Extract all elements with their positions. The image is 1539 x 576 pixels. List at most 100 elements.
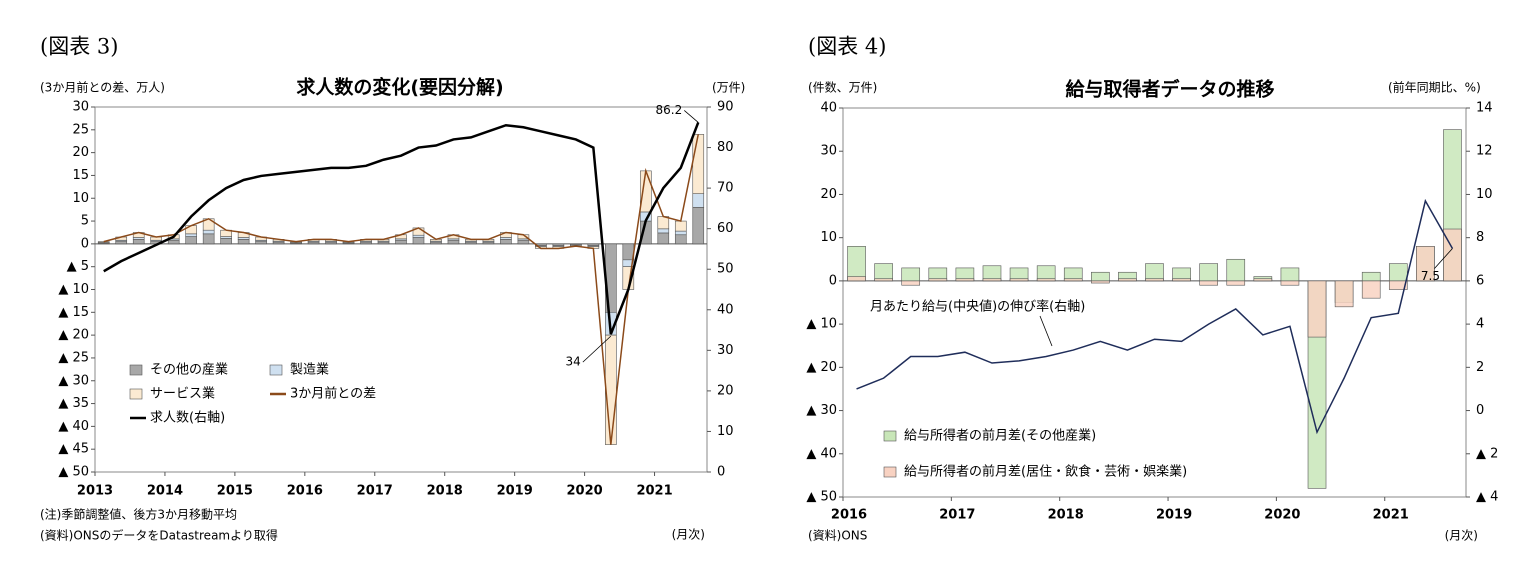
y2-tick-label: 0 bbox=[1476, 403, 1484, 418]
bar bbox=[185, 236, 197, 245]
bar bbox=[1091, 271, 1110, 282]
y2-tick-label: 4 bbox=[1476, 317, 1484, 332]
bar bbox=[255, 240, 267, 245]
bar bbox=[1416, 246, 1435, 282]
bar bbox=[185, 233, 197, 237]
annotation-leader bbox=[1039, 315, 1053, 347]
legend-swatch bbox=[883, 430, 897, 442]
bar bbox=[115, 240, 128, 245]
line bbox=[103, 121, 700, 335]
bar bbox=[1145, 263, 1164, 282]
y-tick-label: 10 bbox=[72, 191, 89, 206]
y-tick-label: ▲ 45 bbox=[58, 442, 89, 457]
bar bbox=[412, 237, 425, 245]
bar bbox=[674, 230, 687, 236]
legend-label: 給与所得者の前月差(居住・飲食・芸術・娯楽業) bbox=[904, 464, 1187, 480]
y-tick-label: 20 bbox=[72, 145, 89, 160]
legend-label: 3か月前との差 bbox=[290, 386, 376, 402]
y2-tick-label: 12 bbox=[1476, 144, 1493, 159]
x-tick-label: 2016 bbox=[287, 484, 323, 499]
legend-label: 製造業 bbox=[290, 362, 329, 378]
y2-tick-label: 50 bbox=[717, 262, 734, 277]
bar bbox=[167, 239, 180, 245]
bar bbox=[674, 220, 687, 232]
bar bbox=[657, 216, 670, 230]
bar bbox=[1118, 278, 1137, 282]
x-tick-label: 2017 bbox=[939, 508, 975, 523]
bar bbox=[1199, 263, 1218, 282]
y-tick-label: 20 bbox=[820, 187, 837, 202]
annotation: 86.2 bbox=[656, 103, 683, 117]
x-tick-label: 2020 bbox=[567, 484, 603, 499]
x-tick-label: 2017 bbox=[357, 484, 393, 499]
y-tick-label: 25 bbox=[72, 122, 89, 137]
y2-tick-label: 14 bbox=[1476, 101, 1493, 116]
y-tick-label: ▲ 40 bbox=[806, 446, 837, 461]
y-tick-label: 0 bbox=[81, 236, 89, 251]
x-tick-label: 2019 bbox=[497, 484, 533, 499]
legend-swatch bbox=[129, 388, 143, 400]
y-tick-label: ▲ 10 bbox=[806, 317, 837, 332]
y2-tick-label: 90 bbox=[717, 100, 734, 115]
y2-tick-label: 70 bbox=[717, 181, 734, 196]
legend-label: 給与所得者の前月差(その他産業) bbox=[904, 428, 1096, 444]
bar bbox=[874, 263, 893, 282]
bar bbox=[692, 193, 705, 208]
legend-label: 求人数(右軸) bbox=[150, 411, 225, 426]
bar bbox=[1145, 278, 1164, 282]
bar bbox=[1036, 278, 1056, 282]
bar bbox=[220, 238, 232, 245]
annotation-leader bbox=[582, 335, 612, 363]
bar bbox=[132, 239, 145, 245]
y2-tick-label: 30 bbox=[717, 343, 734, 358]
y2-tick-label: 20 bbox=[717, 383, 734, 398]
bar bbox=[657, 232, 670, 245]
bar bbox=[1280, 267, 1300, 282]
figure-label: (図表 3) bbox=[40, 35, 118, 59]
annotation-leader bbox=[1434, 248, 1453, 269]
y2-axis-label: (万件) bbox=[712, 81, 745, 95]
bar bbox=[657, 228, 670, 234]
bar bbox=[1334, 280, 1354, 308]
bar bbox=[1388, 263, 1408, 282]
bar bbox=[447, 239, 460, 245]
y2-tick-label: 10 bbox=[717, 424, 734, 439]
bar bbox=[901, 267, 921, 282]
x-tick-label: 2020 bbox=[1264, 508, 1300, 523]
line bbox=[856, 198, 1454, 435]
y-tick-label: ▲ 25 bbox=[58, 350, 89, 365]
y-tick-label: ▲ 50 bbox=[806, 490, 837, 505]
note: (資料)ONS bbox=[808, 529, 867, 543]
x-axis-label: (月次) bbox=[672, 528, 705, 542]
y-tick-label: ▲ 35 bbox=[58, 396, 89, 411]
bar bbox=[639, 170, 652, 213]
bar bbox=[901, 280, 921, 286]
y2-tick-label: ▲ 4 bbox=[1476, 490, 1498, 505]
annotation: 7.5 bbox=[1421, 269, 1440, 283]
x-tick-label: 2021 bbox=[1373, 508, 1409, 523]
y2-tick-label: 2 bbox=[1476, 360, 1484, 375]
bar bbox=[622, 243, 635, 261]
y-tick-label: ▲ 50 bbox=[58, 465, 89, 480]
bar bbox=[847, 246, 866, 282]
chart-title: 求人数の変化(要因分解) bbox=[296, 76, 503, 99]
y-tick-label: ▲ 10 bbox=[58, 282, 89, 297]
bar bbox=[1253, 278, 1273, 282]
plot-frame bbox=[842, 107, 1467, 498]
x-tick-label: 2013 bbox=[77, 484, 113, 499]
bar bbox=[955, 278, 975, 282]
x-tick-label: 2014 bbox=[147, 484, 183, 499]
bar bbox=[202, 229, 215, 235]
bar bbox=[1009, 278, 1029, 282]
bar bbox=[1361, 280, 1381, 299]
x-tick-label: 2015 bbox=[217, 484, 253, 499]
bar bbox=[1280, 280, 1300, 286]
bar bbox=[97, 241, 110, 243]
y-tick-label: ▲ 20 bbox=[806, 360, 837, 375]
legend-swatch bbox=[269, 364, 283, 376]
annotation: 34 bbox=[566, 355, 581, 369]
legend-box bbox=[120, 356, 400, 432]
bar bbox=[1361, 271, 1381, 282]
y-tick-label: 15 bbox=[72, 168, 89, 183]
